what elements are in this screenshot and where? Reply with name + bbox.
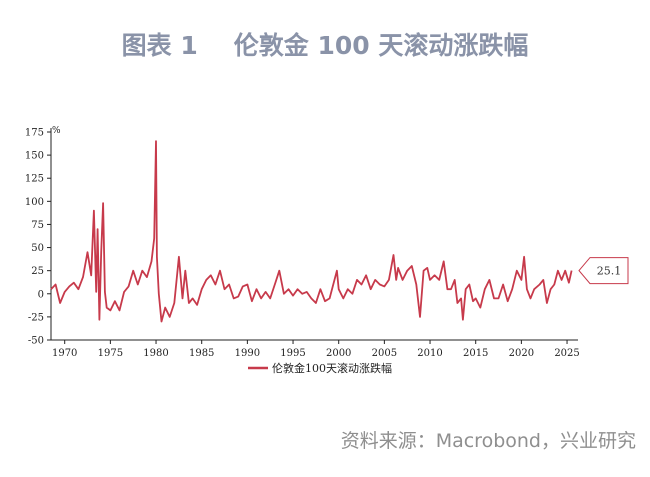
last-value-callout: 25.1	[578, 257, 629, 285]
x-tick-label: 2020	[509, 348, 534, 359]
x-tick-label: 1985	[189, 348, 214, 359]
callout-value: 25.1	[597, 265, 622, 278]
x-tick-label: 2005	[372, 348, 397, 359]
line-chart: % 175 150 125 100 75 50 25 0 -25 -50 1970 1975 1980 19…	[25, 126, 629, 375]
x-tick-label: 1980	[143, 348, 168, 359]
x-tick-label: 2000	[326, 348, 351, 359]
legend: 伦敦金100天滚动涨跌幅	[248, 361, 392, 375]
y-tick-label: 100	[25, 197, 44, 208]
y-tick-label: 0	[38, 289, 44, 300]
callout-box	[578, 257, 629, 285]
chart-title: 图表 1 伦敦金 100 天滚动涨跌幅	[0, 26, 650, 62]
y-tick-label: 175	[25, 128, 44, 139]
x-tick-label: 2025	[554, 348, 579, 359]
series-layer	[50, 140, 573, 323]
source-note: 资料来源：Macrobond，兴业研究	[340, 430, 636, 452]
y-tick-label: 125	[25, 174, 44, 185]
legend-label: 伦敦金100天滚动涨跌幅	[272, 361, 392, 375]
y-axis-unit: %	[52, 126, 61, 136]
x-tick-label: 2015	[463, 348, 488, 359]
y-tick-label: 75	[31, 220, 44, 231]
x-tick-label: 1990	[235, 348, 260, 359]
y-tick-label: -50	[28, 336, 44, 347]
y-tick-label: -25	[28, 312, 44, 323]
y-tick-label: 25	[31, 266, 44, 277]
x-tick-label: 1995	[280, 348, 305, 359]
axes: % 175 150 125 100 75 50 25 0 -25 -50 1970 1975 1980 19…	[25, 126, 580, 359]
x-tick-label: 2010	[417, 348, 442, 359]
y-tick-label: 50	[31, 243, 44, 254]
title-text: 伦敦金 100 天滚动涨跌幅	[233, 31, 529, 60]
x-tick-label: 1970	[52, 348, 77, 359]
y-tick-label: 150	[25, 151, 44, 162]
x-tick-label: 1975	[98, 348, 123, 359]
series-line	[50, 140, 573, 323]
figure-number: 图表 1	[121, 31, 198, 60]
